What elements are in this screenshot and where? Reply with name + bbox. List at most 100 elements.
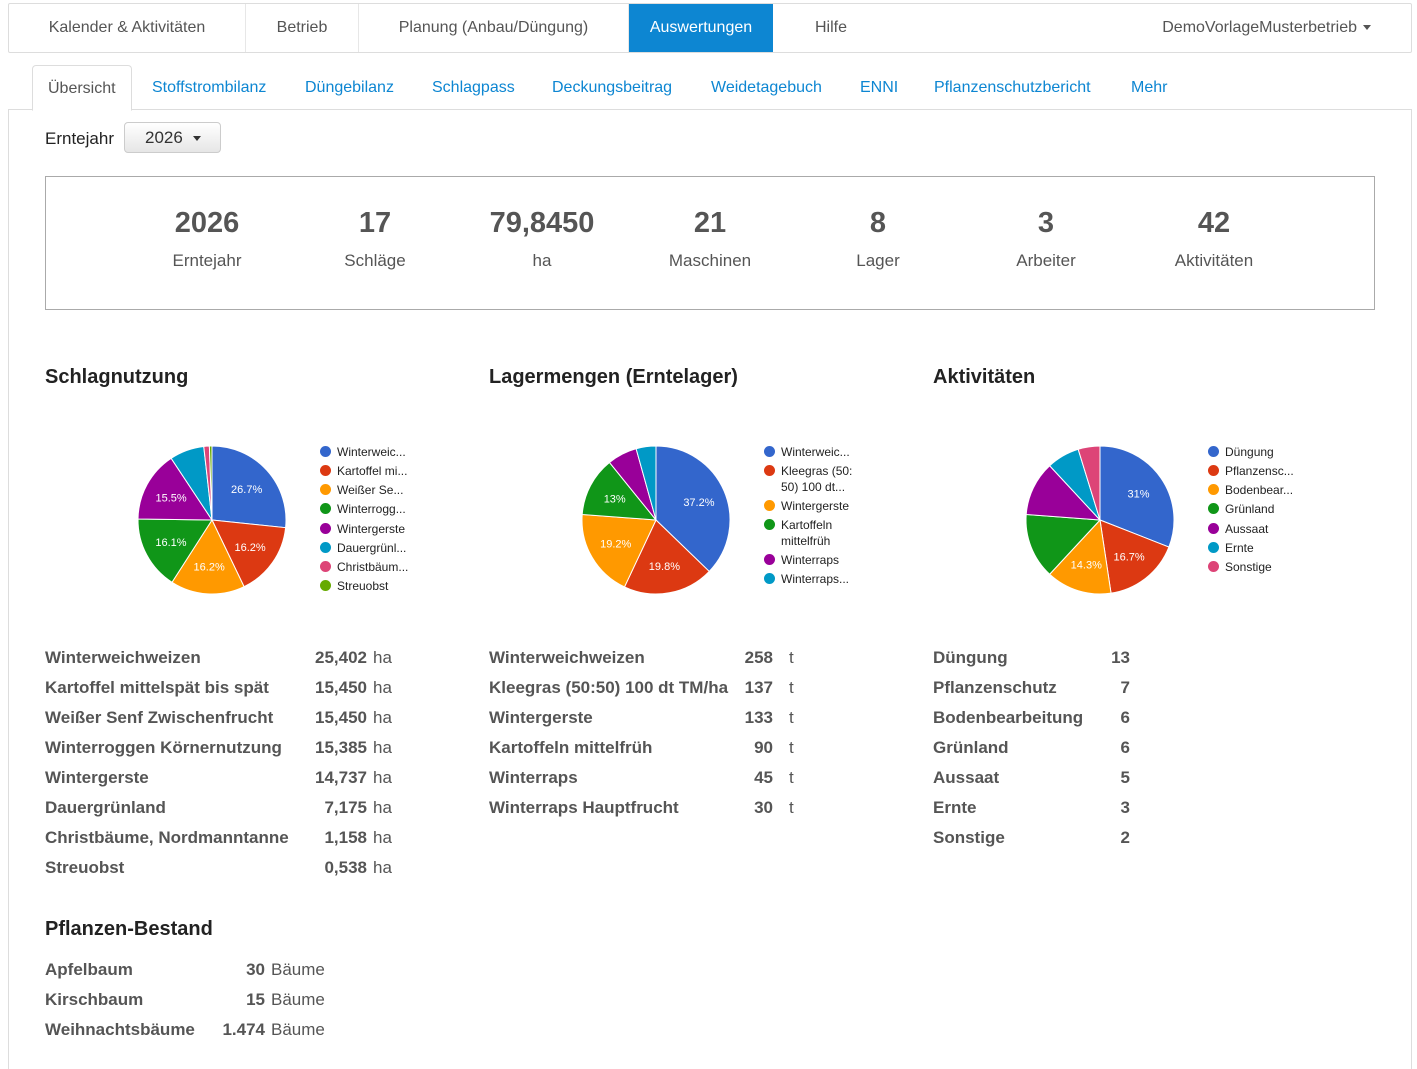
tab-schlagpass[interactable]: Schlagpass <box>432 79 515 96</box>
item-name: Dauergrünland <box>45 798 166 817</box>
nav-kalender[interactable]: Kalender & Aktivitäten <box>9 4 246 52</box>
stat-arbeiter: 3 Arbeiter <box>971 207 1121 271</box>
tab-enni[interactable]: ENNI <box>860 79 899 96</box>
tab-duengebilanz[interactable]: Düngebilanz <box>305 79 394 96</box>
item-name: Kartoffel mittelspät bis spät <box>45 678 269 697</box>
item-unit: ha <box>373 768 392 787</box>
slice-label: 16.1% <box>155 537 186 549</box>
legend-label: Kartoffeln <box>781 518 833 532</box>
legend-label: Kartoffel mi... <box>337 464 408 478</box>
pie-chart-lagermengen[interactable]: 37.2% 19.8% 19.2% 13% <box>574 438 738 602</box>
pie-slice[interactable] <box>208 445 213 521</box>
pie-slice[interactable] <box>211 445 287 529</box>
pie-slice[interactable] <box>1099 519 1170 594</box>
pie-slice[interactable] <box>1099 445 1175 548</box>
item-value: 1.474 <box>222 1020 265 1039</box>
pie-slice[interactable] <box>1025 513 1102 575</box>
item-name: Kartoffeln mittelfrüh <box>489 738 653 757</box>
item-name: Winterweichweizen <box>489 648 645 667</box>
item-name: Sonstige <box>933 828 1005 847</box>
legend-swatch <box>320 446 331 457</box>
legend-label: mittelfrüh <box>781 534 831 548</box>
item-value: 0,538 <box>324 858 367 877</box>
slice-label: 16.2% <box>194 562 225 574</box>
legend-swatch <box>320 465 331 476</box>
item-unit: ha <box>373 798 392 817</box>
tab-uebersicht[interactable]: Übersicht <box>32 65 132 111</box>
item-value: 13 <box>1111 648 1130 667</box>
item-name: Winterroggen Körnernutzung <box>45 738 282 757</box>
tab-weidetagebuch[interactable]: Weidetagebuch <box>711 79 822 96</box>
pie-slice[interactable] <box>1077 445 1101 521</box>
stat-value: 3 <box>1037 207 1055 239</box>
legend-swatch <box>320 523 331 534</box>
item-name: Winterweichweizen <box>45 648 201 667</box>
stat-lager: 8 Lager <box>803 207 953 271</box>
pie-slice[interactable] <box>581 513 657 588</box>
item-value: 30 <box>754 798 773 817</box>
legend-swatch <box>1208 446 1219 457</box>
year-dropdown[interactable]: 2026 <box>124 122 221 153</box>
pie-chart-aktivitaeten[interactable]: 31% 16.7% 14.3% <box>1018 438 1182 602</box>
item-value: 7,175 <box>324 798 367 817</box>
item-name: Weihnachtsbäume <box>45 1020 195 1039</box>
legend-swatch <box>320 503 331 514</box>
item-unit: Bäume <box>271 990 325 1009</box>
nav-auswertungen[interactable]: Auswertungen <box>629 4 773 52</box>
pie-slice[interactable] <box>137 518 213 583</box>
item-name: Bodenbearbeitung <box>933 708 1084 727</box>
pie-slice[interactable] <box>655 445 731 573</box>
item-value: 45 <box>754 768 773 787</box>
item-unit: ha <box>373 738 392 757</box>
legend-label: Wintergerste <box>781 499 850 513</box>
nav-hilfe[interactable]: Hilfe <box>814 19 847 36</box>
nav-planung[interactable]: Planung (Anbau/Düngung) <box>359 4 629 52</box>
item-value: 7 <box>1120 678 1130 697</box>
legend-label: Streuobst <box>337 579 389 593</box>
legend-label: Aussaat <box>1225 522 1269 536</box>
tab-mehr[interactable]: Mehr <box>1131 79 1168 96</box>
legend-aktivitaeten: Düngung Pflanzensc... Bodenbear... Grünl… <box>1208 444 1328 584</box>
pie-slice[interactable] <box>211 519 287 588</box>
list-lagermengen: Winterweichweizen 258 t Kleegras (50:50) 1… <box>489 643 819 823</box>
stats-box: 2026 Erntejahr 17 Schläge 79,8450 ha 21 Masc… <box>45 176 1375 310</box>
pie-slice[interactable] <box>623 519 710 595</box>
pie-chart-schlagnutzung[interactable]: 26.7% 16.2% 16.2% 16.1% 15.5% <box>130 438 294 602</box>
stat-label: Maschinen <box>668 251 752 270</box>
tab-stoffstrombilanz[interactable]: Stoffstrombilanz <box>152 79 267 96</box>
legend-label: Winterrogg... <box>337 502 406 516</box>
slice-label: 19.8% <box>649 561 680 573</box>
item-value: 30 <box>246 960 265 979</box>
legend-swatch <box>764 465 775 476</box>
legend-label: Pflanzensc... <box>1225 464 1294 478</box>
tab-pflanzenschutzbericht[interactable]: Pflanzenschutzbericht <box>934 79 1091 96</box>
legend-label: Sonstige <box>1225 560 1272 574</box>
slice-label: 14.3% <box>1071 560 1102 572</box>
pie-slice[interactable] <box>171 518 245 595</box>
stat-schlaege: 17 Schläge <box>300 207 450 271</box>
chevron-down-icon <box>1363 25 1371 31</box>
list-aktivitaeten: Düngung 13 Pflanzenschutz 7 Bodenbearbeitu… <box>933 643 1143 853</box>
pie-slice[interactable] <box>1048 518 1112 595</box>
item-name: Pflanzenschutz <box>933 678 1057 697</box>
pie-slice[interactable] <box>635 445 657 521</box>
item-name: Wintergerste <box>489 708 593 727</box>
tab-deckungsbeitrag[interactable]: Deckungsbeitrag <box>552 79 673 96</box>
item-value: 25,402 <box>315 648 367 667</box>
legend-swatch <box>320 580 331 591</box>
item-unit: ha <box>373 648 392 667</box>
section-title-lagermengen: Lagermengen (Erntelager) <box>489 366 738 388</box>
legend-label: Bodenbear... <box>1225 483 1294 497</box>
top-navbar: Kalender & Aktivitäten Betrieb Planung (… <box>8 3 1412 53</box>
pie-slice[interactable] <box>581 461 658 521</box>
list-bestand: Apfelbaum 30 Bäume Kirschbaum 15 Bäume Weihn… <box>45 955 345 1045</box>
nav-betrieb[interactable]: Betrieb <box>246 4 359 52</box>
item-value: 3 <box>1120 798 1130 817</box>
pie-slice[interactable] <box>137 457 213 521</box>
user-menu[interactable]: DemoVorlageMusterbetrieb <box>1162 4 1371 52</box>
stat-value: 17 <box>358 207 392 239</box>
legend-swatch <box>764 446 775 457</box>
legend-label: Christbäum... <box>337 560 409 574</box>
legend-swatch <box>764 519 775 530</box>
legend-swatch <box>764 500 775 511</box>
